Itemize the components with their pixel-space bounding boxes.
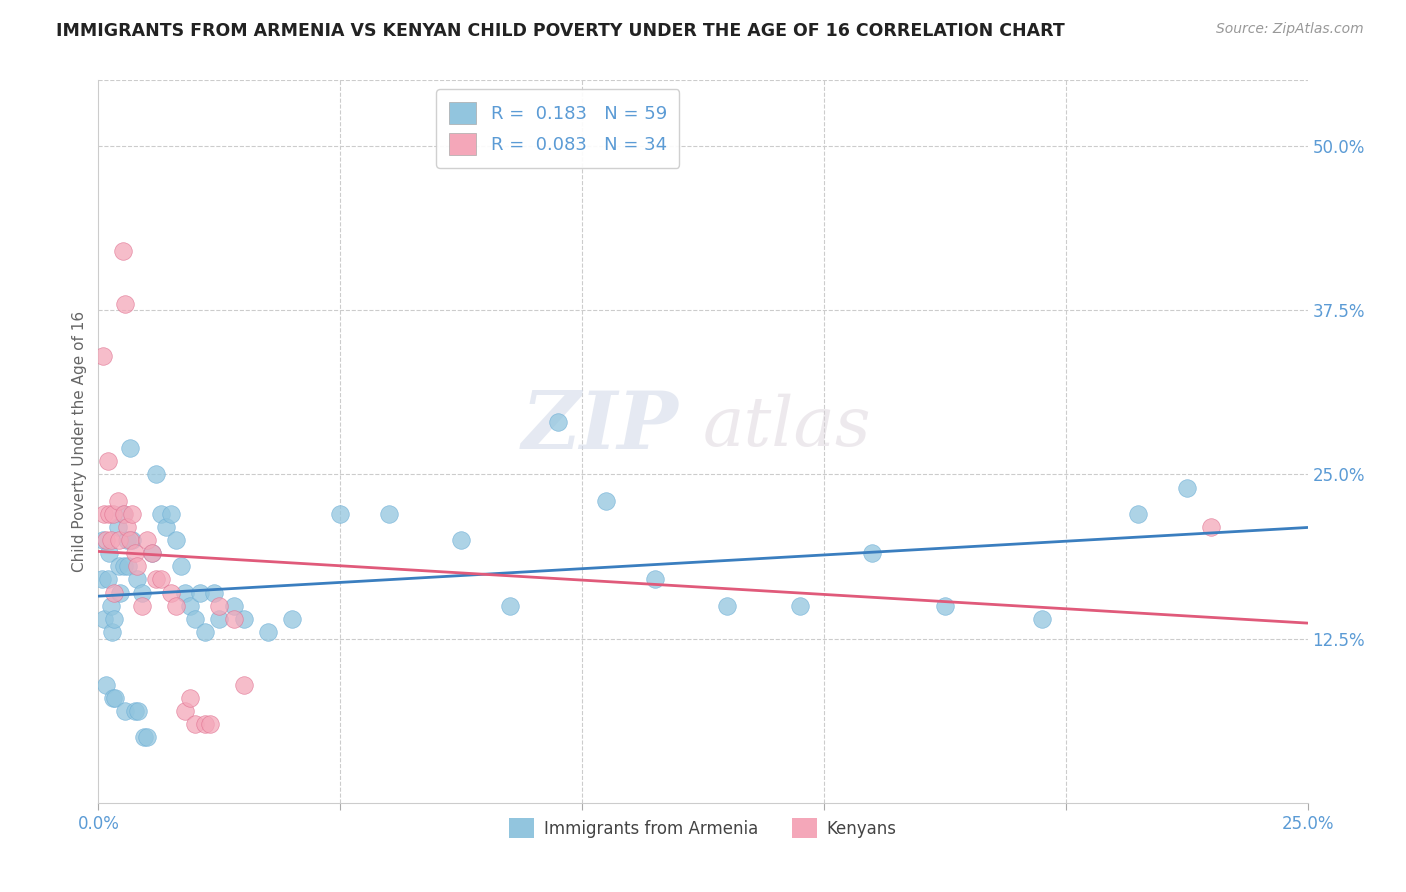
Point: [174, 585, 197, 599]
Point: [91, 573, 114, 587]
Point: [112, 559, 135, 574]
Point: [150, 573, 173, 587]
Point: [934, 599, 956, 613]
Point: [107, 559, 129, 574]
Point: [160, 585, 183, 599]
Point: [101, 625, 124, 640]
Point: [104, 690, 127, 705]
Point: [179, 599, 201, 613]
Point: [93, 507, 115, 521]
Point: [112, 507, 135, 521]
Point: [160, 507, 183, 521]
Point: [1175, 481, 1198, 495]
Point: [145, 467, 167, 482]
Point: [134, 730, 156, 744]
Point: [127, 559, 149, 574]
Point: [232, 677, 254, 691]
Point: [165, 599, 187, 613]
Point: [1199, 520, 1222, 534]
Point: [121, 507, 143, 521]
Point: [127, 573, 149, 587]
Point: [97, 573, 120, 587]
Point: [101, 507, 124, 521]
Point: [222, 612, 245, 626]
Point: [377, 507, 399, 521]
Point: [789, 599, 811, 613]
Point: [208, 599, 231, 613]
Point: [222, 599, 245, 613]
Point: [135, 533, 157, 547]
Point: [141, 546, 163, 560]
Point: [208, 612, 231, 626]
Point: [100, 533, 122, 547]
Point: [94, 677, 117, 691]
Point: [118, 533, 141, 547]
Text: ZIP: ZIP: [522, 388, 679, 466]
Point: [141, 546, 163, 560]
Point: [91, 349, 114, 363]
Point: [135, 730, 157, 744]
Text: Source: ZipAtlas.com: Source: ZipAtlas.com: [1216, 22, 1364, 37]
Point: [547, 415, 569, 429]
Legend: Immigrants from Armenia, Kenyans: Immigrants from Armenia, Kenyans: [502, 812, 904, 845]
Point: [184, 612, 207, 626]
Point: [114, 296, 136, 310]
Point: [114, 704, 136, 718]
Point: [107, 533, 129, 547]
Point: [194, 717, 217, 731]
Point: [117, 520, 139, 534]
Point: [174, 704, 197, 718]
Text: IMMIGRANTS FROM ARMENIA VS KENYAN CHILD POVERTY UNDER THE AGE OF 16 CORRELATION : IMMIGRANTS FROM ARMENIA VS KENYAN CHILD …: [56, 22, 1064, 40]
Point: [111, 507, 134, 521]
Point: [165, 533, 187, 547]
Point: [108, 585, 131, 599]
Point: [204, 585, 226, 599]
Point: [145, 573, 167, 587]
Point: [98, 507, 121, 521]
Point: [198, 717, 221, 731]
Point: [1031, 612, 1053, 626]
Point: [121, 533, 143, 547]
Point: [169, 559, 191, 574]
Point: [117, 559, 139, 574]
Point: [232, 612, 254, 626]
Point: [150, 507, 173, 521]
Point: [124, 546, 146, 560]
Point: [498, 599, 520, 613]
Point: [94, 533, 117, 547]
Point: [194, 625, 217, 640]
Point: [91, 533, 114, 547]
Point: [124, 704, 146, 718]
Point: [155, 520, 177, 534]
Point: [131, 599, 153, 613]
Point: [595, 493, 617, 508]
Text: atlas: atlas: [703, 393, 872, 460]
Point: [281, 612, 304, 626]
Point: [450, 533, 472, 547]
Point: [93, 612, 115, 626]
Point: [97, 454, 120, 468]
Point: [103, 612, 125, 626]
Point: [184, 717, 207, 731]
Point: [100, 599, 122, 613]
Point: [111, 244, 134, 258]
Point: [117, 533, 139, 547]
Point: [860, 546, 883, 560]
Point: [127, 704, 149, 718]
Point: [1128, 507, 1150, 521]
Point: [107, 520, 129, 534]
Point: [131, 585, 153, 599]
Point: [118, 441, 141, 455]
Point: [256, 625, 278, 640]
Point: [107, 493, 129, 508]
Point: [329, 507, 352, 521]
Point: [101, 690, 124, 705]
Point: [716, 599, 738, 613]
Point: [644, 573, 666, 587]
Point: [188, 585, 211, 599]
Point: [98, 546, 121, 560]
Y-axis label: Child Poverty Under the Age of 16: Child Poverty Under the Age of 16: [72, 311, 87, 572]
Point: [103, 585, 125, 599]
Point: [179, 690, 201, 705]
